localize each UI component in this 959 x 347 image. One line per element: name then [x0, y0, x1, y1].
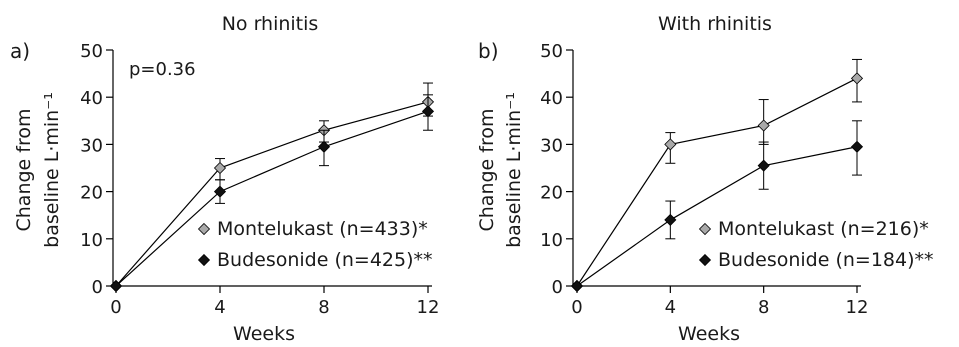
data-point [213, 161, 227, 175]
legend-marker [197, 253, 211, 267]
y-tick-label: 30 [80, 135, 103, 156]
x-tick-label: 8 [758, 297, 769, 318]
legend-label: Montelukast (n=433)* [217, 218, 428, 240]
data-point [757, 119, 770, 132]
series-line [115, 110, 429, 287]
legend-label: Budesonide (n=184)** [718, 249, 934, 271]
series-2 [570, 120, 864, 293]
y-tick-label: 0 [92, 277, 103, 298]
x-tick-label: 4 [214, 297, 225, 318]
data-point [213, 185, 227, 198]
x-axis-label: Weeks [233, 323, 295, 345]
y-tick-label: 0 [552, 277, 563, 298]
data-point [850, 140, 864, 153]
y-tick-label: 10 [540, 230, 563, 251]
x-tick-label: 0 [571, 297, 582, 318]
legend-marker [698, 222, 712, 236]
series-1 [570, 58, 864, 293]
series-line [115, 101, 429, 287]
series-line [576, 77, 858, 287]
data-point [421, 105, 435, 118]
panel-label: a) [10, 39, 30, 63]
legend-marker [197, 222, 211, 236]
y-tick-label: 10 [80, 230, 103, 251]
y-tick-label: 50 [80, 41, 103, 62]
y-axis-label-line-2: baseline L·min⁻¹ [503, 92, 525, 248]
x-tick-label: 12 [417, 297, 440, 318]
y-tick-label: 20 [80, 183, 103, 204]
data-point [850, 72, 864, 85]
y-axis-label-line-1: Change from [13, 109, 35, 232]
y-tick-label: 30 [540, 135, 563, 156]
chart-panel-2: b) With rhinitis 0 10 20 30 40 50 0 4 8 12 Weeks Chan… [476, 13, 934, 345]
y-tick-label: 40 [80, 88, 103, 109]
series-2 [109, 94, 435, 293]
data-point [109, 279, 123, 293]
data-point [664, 138, 677, 151]
legend-label: Montelukast (n=216)* [718, 218, 929, 240]
y-axis-label-line-2: baseline L·min⁻¹ [41, 92, 63, 248]
panel-label: b) [478, 39, 499, 63]
x-axis-label: Weeks [678, 323, 740, 345]
x-tick-label: 8 [318, 297, 329, 318]
y-axis-label-line-1: Change from [476, 109, 498, 232]
data-point [570, 279, 584, 293]
chart-panel-1: a) No rhinitis 0 10 20 30 40 50 0 4 8 12 Weeks Change… [10, 13, 439, 345]
chart-title: No rhinitis [222, 13, 319, 35]
p-value-annotation: p=0.36 [129, 59, 196, 80]
x-tick-label: 0 [110, 297, 121, 318]
series-line [576, 146, 858, 287]
legend-label: Budesonide (n=425)** [217, 249, 433, 271]
y-tick-label: 20 [540, 183, 563, 204]
y-tick-label: 50 [540, 41, 563, 62]
data-point [757, 159, 770, 172]
x-tick-label: 12 [846, 297, 869, 318]
x-tick-label: 4 [665, 297, 676, 318]
data-point [317, 140, 331, 153]
y-tick-label: 40 [540, 88, 563, 109]
legend-marker [698, 253, 712, 267]
chart-title: With rhinitis [658, 13, 772, 35]
data-point [664, 213, 677, 226]
